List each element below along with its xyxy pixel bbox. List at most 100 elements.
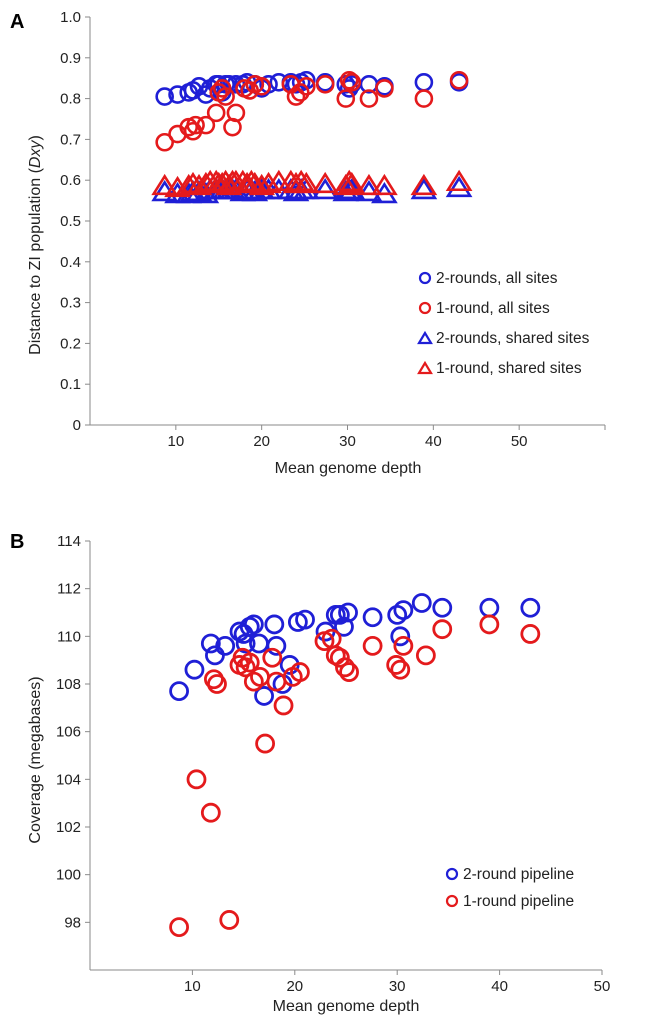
data-point	[449, 70, 469, 90]
panel-a-letter: A	[10, 11, 24, 33]
y-tick-label: 0.7	[60, 131, 81, 148]
data-point	[386, 655, 407, 675]
data-point	[206, 103, 226, 123]
x-tick-label: 50	[594, 978, 611, 995]
data-point	[414, 89, 434, 108]
legend-label: 1-round, all sites	[436, 300, 550, 317]
data-point	[219, 910, 240, 930]
panel-b-legend: 2-round pipeline 1-round pipeline	[445, 866, 574, 910]
data-point	[266, 635, 287, 656]
data-point	[155, 87, 174, 106]
data-point	[255, 733, 276, 754]
x-tick-label: 30	[339, 433, 356, 450]
data-point	[411, 593, 432, 613]
data-point	[479, 614, 500, 635]
data-point	[243, 614, 264, 635]
data-point	[339, 662, 359, 682]
data-point	[362, 607, 383, 628]
data-point	[371, 173, 398, 196]
y-tick-label: 114	[57, 533, 81, 550]
legend-label: 1-round, shared sites	[436, 360, 582, 377]
data-point	[290, 83, 310, 102]
data-point	[238, 169, 265, 192]
data-point	[192, 171, 220, 194]
y-tick-label: 100	[56, 867, 81, 884]
panel-b-chart: B Coverage (megabases) Mean genome depth…	[10, 531, 610, 1015]
data-point	[520, 624, 541, 644]
y-tick-label: 98	[64, 914, 81, 931]
panel-b-letter: B	[10, 531, 24, 553]
data-point	[339, 70, 359, 90]
data-point	[262, 647, 283, 668]
legend-marker-circle	[445, 894, 459, 908]
data-point	[226, 103, 246, 123]
y-tick-label: 104	[56, 771, 81, 788]
panel-b-marks	[169, 593, 541, 937]
legend-marker-circle	[418, 301, 432, 315]
data-point	[338, 602, 358, 623]
data-point	[445, 169, 473, 192]
data-point	[362, 635, 383, 656]
legend-item-1-round-pipeline: 1-round pipeline	[445, 893, 574, 910]
legend-marker-circle	[445, 867, 459, 881]
data-point	[264, 614, 285, 635]
data-point	[315, 75, 335, 94]
data-point	[235, 657, 256, 678]
data-point	[296, 77, 316, 96]
data-point	[292, 171, 320, 194]
y-tick-label: 0.8	[60, 91, 81, 108]
legend-label: 2-rounds, all sites	[436, 270, 558, 287]
data-point	[212, 79, 232, 98]
data-point	[390, 626, 411, 647]
data-point	[155, 132, 174, 152]
data-point	[393, 600, 414, 621]
panel-a-legend: 2-rounds, all sites 1-round, all sites 2-r…	[417, 270, 590, 377]
legend-marker-triangle	[417, 360, 433, 375]
panel-a-y-axis-title-close: )	[27, 135, 44, 140]
data-point	[179, 171, 207, 194]
data-point	[290, 662, 310, 682]
data-point	[336, 89, 356, 108]
panel-a-marks	[151, 70, 473, 204]
data-point	[186, 115, 205, 135]
data-point	[375, 79, 394, 98]
panel-b-axes: 98 100 102 104 106 108 110 112 114 10 20 30 40 50	[56, 533, 610, 995]
data-point	[287, 169, 315, 192]
data-point	[342, 72, 362, 92]
data-point	[520, 597, 541, 618]
series-1-round-pipeline	[169, 614, 541, 937]
series-1-round-shared-sites	[151, 169, 473, 198]
y-tick-label: 0.9	[60, 50, 81, 67]
data-point	[359, 89, 379, 108]
legend-item-1-round-all-sites: 1-round, all sites	[418, 300, 550, 317]
data-point	[185, 173, 213, 196]
x-tick-label: 20	[286, 978, 303, 995]
data-point	[479, 597, 500, 618]
y-tick-label: 110	[57, 628, 81, 645]
y-tick-label: 106	[56, 724, 81, 741]
data-point	[410, 173, 438, 196]
data-point	[186, 769, 207, 790]
y-tick-label: 112	[57, 581, 81, 598]
y-tick-label: 0	[73, 417, 81, 434]
legend-marker-triangle	[417, 330, 433, 345]
data-point	[269, 72, 289, 92]
y-tick-label: 1.0	[60, 9, 81, 26]
x-tick-label: 10	[184, 978, 201, 995]
x-tick-label: 20	[253, 433, 270, 450]
panel-a-x-axis-title: Mean genome depth	[275, 460, 422, 477]
data-point	[414, 72, 434, 92]
y-tick-label: 0.4	[60, 254, 81, 271]
data-point	[169, 681, 189, 702]
data-point	[196, 115, 216, 135]
data-point	[254, 686, 274, 706]
legend-marker-circle	[418, 271, 432, 285]
data-point	[295, 609, 315, 630]
panel-a-y-axis-title-main: Distance to ZI population (	[27, 167, 44, 354]
y-tick-label: 108	[56, 676, 81, 693]
data-point	[273, 695, 294, 716]
y-tick-label: 0.3	[60, 295, 81, 312]
x-tick-label: 10	[167, 433, 184, 450]
data-point	[329, 604, 350, 625]
